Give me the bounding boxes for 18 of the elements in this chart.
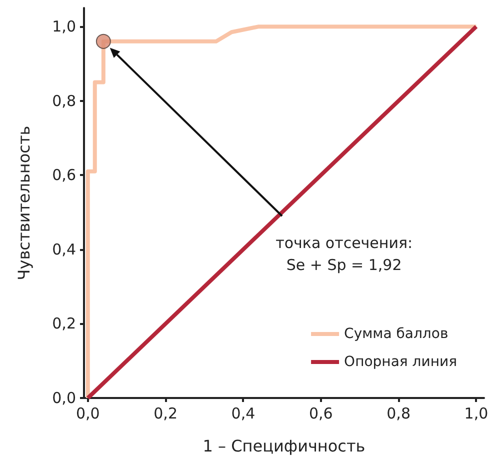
- y-tick-label: 1,0: [52, 18, 76, 36]
- line-series: [86, 24, 478, 400]
- x-tick-label: 0,8: [386, 404, 410, 422]
- y-tick-label: 0,2: [52, 314, 76, 333]
- annotation: точка отсечения: Se + Sp = 1,92: [276, 234, 413, 274]
- x-tick-label: 0,6: [308, 404, 333, 422]
- x-axis-title: 1 – Специфичность: [202, 436, 366, 456]
- x-tick-label: 1,0: [464, 404, 488, 422]
- legend-label: Опорная линия: [344, 354, 458, 370]
- x-tick-label: 0,2: [154, 404, 178, 422]
- y-tick-label: 0,8: [52, 92, 76, 110]
- x-tick-label: 0,4: [231, 404, 256, 422]
- legend-label: Сумма баллов: [344, 326, 448, 342]
- y-tick-label: 0,0: [52, 389, 76, 407]
- x-tick-label: 0,0: [76, 404, 100, 422]
- y-axis-title: Чувствительность: [14, 126, 34, 280]
- y-tick-label: 0,4: [52, 240, 76, 258]
- y-tick-label: 0,6: [52, 166, 76, 184]
